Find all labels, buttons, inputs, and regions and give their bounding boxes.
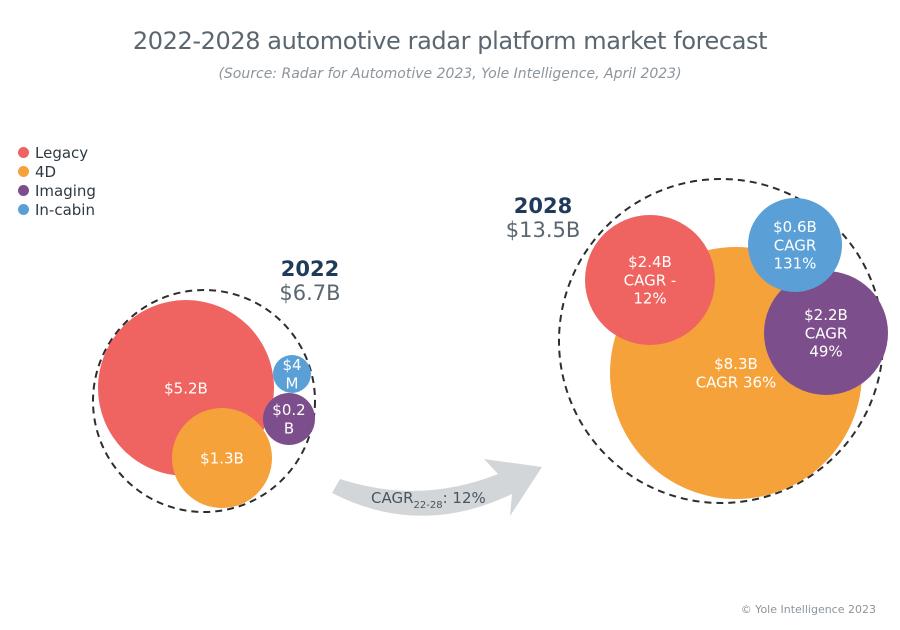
legend-swatch-4d xyxy=(18,166,29,177)
bubble-label-imaging-2022: $0.2 B xyxy=(272,401,305,437)
chart-title: 2022-2028 automotive radar platform mark… xyxy=(132,27,768,55)
bubble-label-4d-2022: $1.3B xyxy=(200,449,244,467)
bubble-4d-2022 xyxy=(172,408,272,508)
growth-cagr-label: CAGR22-28: 12% xyxy=(371,489,486,511)
copyright-notice: © Yole Intelligence 2023 xyxy=(740,603,876,616)
year-label-2022: 2022 xyxy=(281,257,339,281)
legend-swatch-in-cabin xyxy=(18,204,29,215)
legend-label-4d: 4D xyxy=(35,162,57,181)
bubble-in-cabin-2028 xyxy=(748,198,842,292)
year-label-2028: 2028 xyxy=(514,194,572,218)
legend-item-in-cabin: In-cabin xyxy=(18,200,96,219)
bubble-groups: $5.2B $1.3B $0.2 B $4 M 2022$6.7B $8.3B CAGR 36%… xyxy=(92,178,888,513)
bubble-imaging-2028 xyxy=(764,271,888,395)
legend-label-in-cabin: In-cabin xyxy=(35,200,95,219)
growth-arrow xyxy=(332,459,542,516)
legend: Legacy 4D Imaging In-cabin xyxy=(18,143,96,219)
chart-subtitle: (Source: Radar for Automotive 2023, Yole… xyxy=(218,66,682,82)
legend-swatch-imaging xyxy=(18,185,29,196)
bubble-label-4d-2028: $8.3B CAGR 36% xyxy=(696,355,777,391)
outline-year-2022 xyxy=(92,289,316,513)
legend-label-imaging: Imaging xyxy=(35,181,96,200)
bubble-label-legacy-2028: $2.4B CAGR -12% xyxy=(624,253,677,308)
bubble-label-in-cabin-2028: $0.6B CAGR 131% xyxy=(773,218,817,273)
bubble-legacy-2028 xyxy=(585,215,715,345)
bubble-label-imaging-2028: $2.2B CAGR 49% xyxy=(804,306,848,361)
legend-item-imaging: Imaging xyxy=(18,181,96,200)
total-label-2028: $13.5B xyxy=(506,218,581,242)
bubble-imaging-2022 xyxy=(263,393,315,445)
bubble-label-in-cabin-2022: $4 M xyxy=(282,356,301,392)
bubble-label-legacy-2022: $5.2B xyxy=(164,379,208,397)
legend-swatch-legacy xyxy=(18,147,29,158)
bubble-in-cabin-2022 xyxy=(273,355,311,393)
legend-label-legacy: Legacy xyxy=(35,143,89,162)
total-label-2022: $6.7B xyxy=(279,281,340,305)
legend-item-legacy: Legacy xyxy=(18,143,96,162)
legend-item-4d: 4D xyxy=(18,162,96,181)
